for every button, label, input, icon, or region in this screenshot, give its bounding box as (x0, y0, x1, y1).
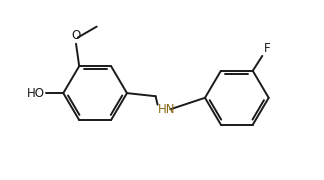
Text: O: O (71, 30, 81, 42)
Text: HN: HN (158, 103, 176, 116)
Text: F: F (264, 42, 270, 55)
Text: HO: HO (27, 87, 44, 100)
